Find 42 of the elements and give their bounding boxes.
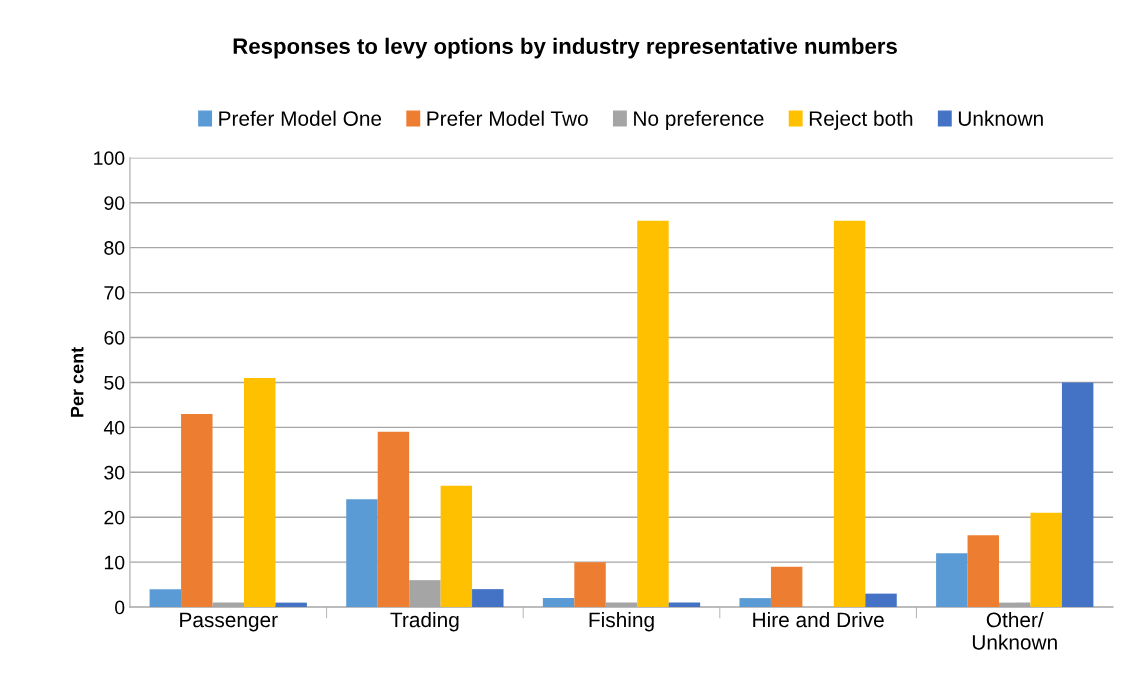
bar bbox=[833, 220, 866, 608]
y-tick-label: 80 bbox=[104, 241, 125, 255]
legend-label: No preference bbox=[634, 110, 764, 131]
x-tick-label: Trading bbox=[390, 611, 459, 632]
x-tick-label: Fishing bbox=[589, 611, 654, 632]
bar bbox=[739, 598, 771, 608]
y-tick-label: 100 bbox=[94, 151, 125, 166]
bar bbox=[472, 589, 504, 608]
y-axis-title: Per cent bbox=[70, 347, 84, 417]
bar bbox=[770, 566, 803, 608]
y-tick-label: 10 bbox=[104, 555, 125, 570]
legend-label: Prefer Model One bbox=[219, 110, 382, 126]
bar bbox=[637, 220, 669, 608]
y-tick-label: 60 bbox=[104, 330, 125, 345]
bar bbox=[440, 485, 473, 608]
legend-label: Reject both bbox=[809, 110, 913, 131]
y-tick-label: 0 bbox=[115, 600, 125, 615]
y-tick-label: 70 bbox=[104, 286, 125, 300]
bar bbox=[574, 562, 606, 608]
y-tick-label: 50 bbox=[104, 375, 125, 390]
bar bbox=[181, 413, 213, 608]
bar bbox=[275, 602, 307, 608]
x-tick-label: Other/ Unknown bbox=[972, 611, 1057, 650]
bar bbox=[346, 499, 378, 608]
bar bbox=[936, 553, 968, 608]
bar bbox=[1030, 512, 1062, 608]
bar bbox=[865, 593, 897, 608]
bar bbox=[149, 589, 182, 608]
legend-label: Unknown bbox=[958, 110, 1043, 126]
legend-label: Prefer Model Two bbox=[427, 110, 588, 126]
bar bbox=[967, 535, 1000, 608]
x-tick-label: Passenger bbox=[180, 612, 278, 632]
x-tick-label: Hire and Drive bbox=[753, 611, 884, 628]
bar bbox=[1061, 382, 1094, 608]
bar bbox=[243, 377, 276, 608]
bar bbox=[542, 598, 575, 608]
y-tick-label: 40 bbox=[103, 420, 125, 435]
chart-title: Responses to levy options by industry representative numbers bbox=[233, 37, 897, 59]
y-tick-label: 30 bbox=[104, 465, 125, 480]
bar bbox=[377, 431, 410, 608]
y-tick-label: 90 bbox=[104, 196, 125, 210]
y-tick-label: 20 bbox=[104, 510, 125, 525]
